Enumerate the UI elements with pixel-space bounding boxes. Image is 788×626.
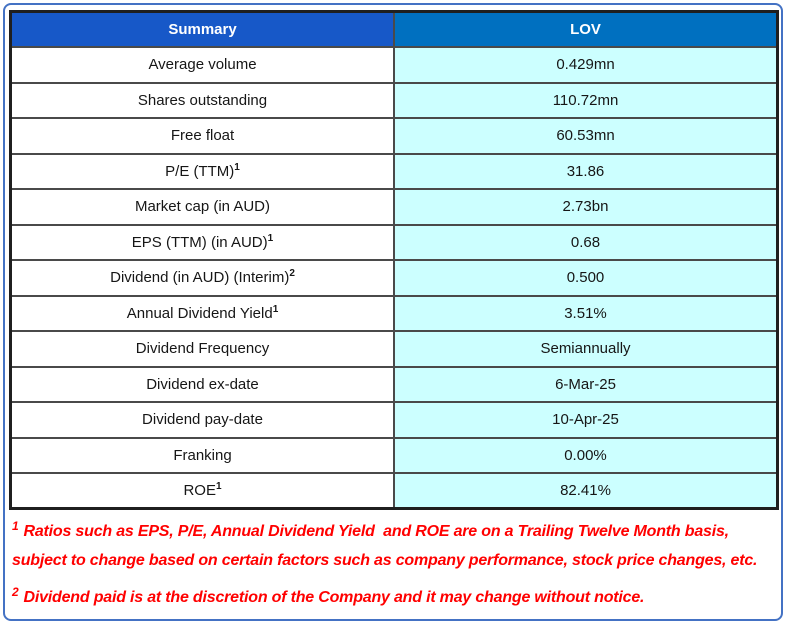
footnote-2-text: Dividend paid is at the discretion of th… <box>23 589 645 606</box>
summary-figure: Summary LOV Average volume 0.429mn Shares … <box>9 10 779 620</box>
metric-value-cell: Semiannually <box>393 330 779 368</box>
table-row: EPS (TTM) (in AUD)1 0.68 <box>9 223 779 261</box>
table-row: Dividend (in AUD) (Interim)2 0.500 <box>9 259 779 297</box>
table-row: Dividend pay-date 10-Apr-25 <box>9 401 779 439</box>
metric-value-cell: 2.73bn <box>393 188 779 226</box>
metric-label-cell: Franking <box>9 436 395 474</box>
metric-label-cell: Average volume <box>9 46 395 84</box>
metric-value-cell: 0.68 <box>393 223 779 261</box>
footnote-2-superscript: 2 <box>12 584 19 599</box>
metric-label-cell: Dividend (in AUD) (Interim)2 <box>9 259 395 297</box>
metric-value-cell: 6-Mar-25 <box>393 365 779 403</box>
metric-value-cell: 0.500 <box>393 259 779 297</box>
metric-label-cell: ROE1 <box>9 472 395 510</box>
footnote-1-superscript: 1 <box>12 518 19 533</box>
footnote-1-text: Ratios such as EPS, P/E, Annual Dividend… <box>12 523 758 569</box>
metric-label-cell: Shares outstanding <box>9 81 395 119</box>
metric-label-cell: Dividend Frequency <box>9 330 395 368</box>
table-row: ROE1 82.41% <box>9 472 779 510</box>
table-row: Free float 60.53mn <box>9 117 779 155</box>
metric-label-cell: Annual Dividend Yield1 <box>9 294 395 332</box>
metric-value-cell: 0.00% <box>393 436 779 474</box>
table-row: Average volume 0.429mn <box>9 46 779 84</box>
metric-superscript: 1 <box>234 161 240 173</box>
metric-label-cell: P/E (TTM)1 <box>9 152 395 190</box>
table-row: Market cap (in AUD) 2.73bn <box>9 188 779 226</box>
footnote-1: 1 Ratios such as EPS, P/E, Annual Dividen… <box>12 517 776 575</box>
metric-superscript: 1 <box>215 481 222 492</box>
metric-label-cell: Free float <box>9 117 395 155</box>
metric-value-cell: 60.53mn <box>393 117 779 155</box>
metric-label-cell: EPS (TTM) (in AUD)1 <box>9 223 395 261</box>
metric-superscript: 1 <box>272 303 279 315</box>
footnote-2: 2 Dividend paid is at the discretion of t… <box>12 583 776 612</box>
header-summary: Summary <box>9 10 395 48</box>
metric-value-cell: 31.86 <box>393 152 779 190</box>
table-row: Dividend ex-date 6-Mar-25 <box>9 365 779 403</box>
summary-table-body: Average volume 0.429mn Shares outstanding 1… <box>9 46 779 510</box>
table-row: Shares outstanding 110.72mn <box>9 81 779 119</box>
metric-value-cell: 82.41% <box>393 472 779 510</box>
table-row: Annual Dividend Yield1 3.51% <box>9 294 779 332</box>
metric-value-cell: 3.51% <box>393 294 779 332</box>
table-row: Dividend Frequency Semiannually <box>9 330 779 368</box>
metric-label-cell: Dividend pay-date <box>9 401 395 439</box>
metric-value-cell: 10-Apr-25 <box>393 401 779 439</box>
metric-value-cell: 110.72mn <box>393 81 779 119</box>
header-lov: LOV <box>393 10 779 48</box>
summary-table: Summary LOV Average volume 0.429mn Shares … <box>9 10 779 510</box>
footnotes: 1 Ratios such as EPS, P/E, Annual Dividen… <box>9 517 779 612</box>
table-row: P/E (TTM)1 31.86 <box>9 152 779 190</box>
metric-superscript: 1 <box>267 232 274 244</box>
header-row: Summary LOV <box>9 10 779 48</box>
table-row: Franking 0.00% <box>9 436 779 474</box>
metric-superscript: 2 <box>289 268 295 280</box>
metric-label-cell: Market cap (in AUD) <box>9 188 395 226</box>
metric-label-cell: Dividend ex-date <box>9 365 395 403</box>
metric-value-cell: 0.429mn <box>393 46 779 84</box>
